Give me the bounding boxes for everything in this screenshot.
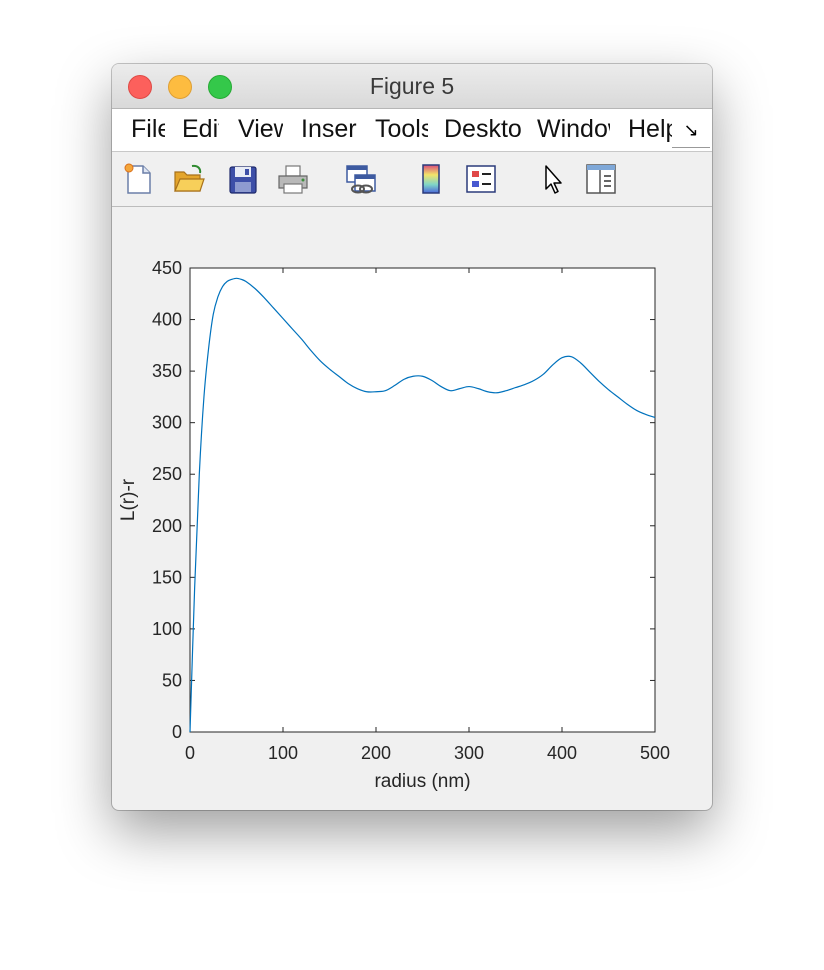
axes-box[interactable]: [189, 267, 656, 733]
menu-view[interactable]: View: [238, 115, 283, 143]
menu-bar: File Edit View Insert Tools Desktop Wind…: [112, 109, 712, 152]
legend-icon[interactable]: [464, 162, 498, 196]
menu-insert[interactable]: Insert: [301, 115, 357, 143]
data-series-line: [189, 277, 656, 733]
property-inspector-icon[interactable]: [584, 162, 618, 196]
menu-tools[interactable]: Tools: [375, 115, 428, 143]
tick-labels: 0 100 200 300 400 500 0 50 100 150 200 250 300 350 400…: [152, 258, 670, 763]
y-tick-label: 300: [152, 413, 182, 433]
x-axis-label: radius (nm): [374, 771, 470, 792]
x-tick-label: 400: [547, 743, 577, 763]
title-bar[interactable]: Figure 5: [112, 64, 712, 109]
minimize-button[interactable]: [168, 75, 192, 99]
figure-window: Figure 5 File Edit View Insert Tools Des…: [112, 64, 712, 810]
y-tick-label: 0: [172, 722, 182, 742]
axis-ticks: [189, 267, 656, 733]
edit-plot-pointer-icon[interactable]: [536, 162, 570, 196]
y-tick-label: 450: [152, 258, 182, 278]
menu-file[interactable]: File: [131, 115, 165, 143]
y-tick-label: 350: [152, 361, 182, 381]
plot-area: 0 100 200 300 400 500 0 50 100 150 200 250 300 350 400…: [112, 207, 712, 810]
y-tick-label: 100: [152, 619, 182, 639]
close-button[interactable]: [128, 75, 152, 99]
colorbar-icon[interactable]: [414, 162, 448, 196]
new-figure-icon[interactable]: [122, 162, 156, 196]
menu-window[interactable]: Window: [537, 115, 610, 143]
y-axis-label: L(r)-r: [118, 478, 139, 521]
x-tick-label: 0: [185, 743, 195, 763]
menu-desktop[interactable]: Desktop: [444, 115, 521, 143]
save-icon[interactable]: [226, 162, 260, 196]
y-tick-label: 200: [152, 516, 182, 536]
chevron-more-icon[interactable]: ↘: [672, 113, 710, 148]
x-tick-label: 100: [268, 743, 298, 763]
x-tick-label: 300: [454, 743, 484, 763]
open-file-icon[interactable]: [172, 162, 206, 196]
link-plot-icon[interactable]: [344, 162, 378, 196]
menu-help[interactable]: Help: [628, 115, 672, 143]
window-title: Figure 5: [369, 73, 455, 99]
x-tick-label: 200: [361, 743, 391, 763]
menu-edit[interactable]: Edit: [182, 115, 219, 143]
y-tick-label: 50: [162, 670, 182, 690]
maximize-button[interactable]: [208, 75, 232, 99]
toolbar: [112, 152, 712, 207]
y-tick-label: 150: [152, 567, 182, 587]
print-icon[interactable]: [276, 162, 310, 196]
line-chart[interactable]: 0 100 200 300 400 500 0 50 100 150 200 250 300 350 400…: [112, 207, 712, 810]
y-tick-label: 400: [152, 310, 182, 330]
y-tick-label: 250: [152, 464, 182, 484]
x-tick-label: 500: [640, 743, 670, 763]
